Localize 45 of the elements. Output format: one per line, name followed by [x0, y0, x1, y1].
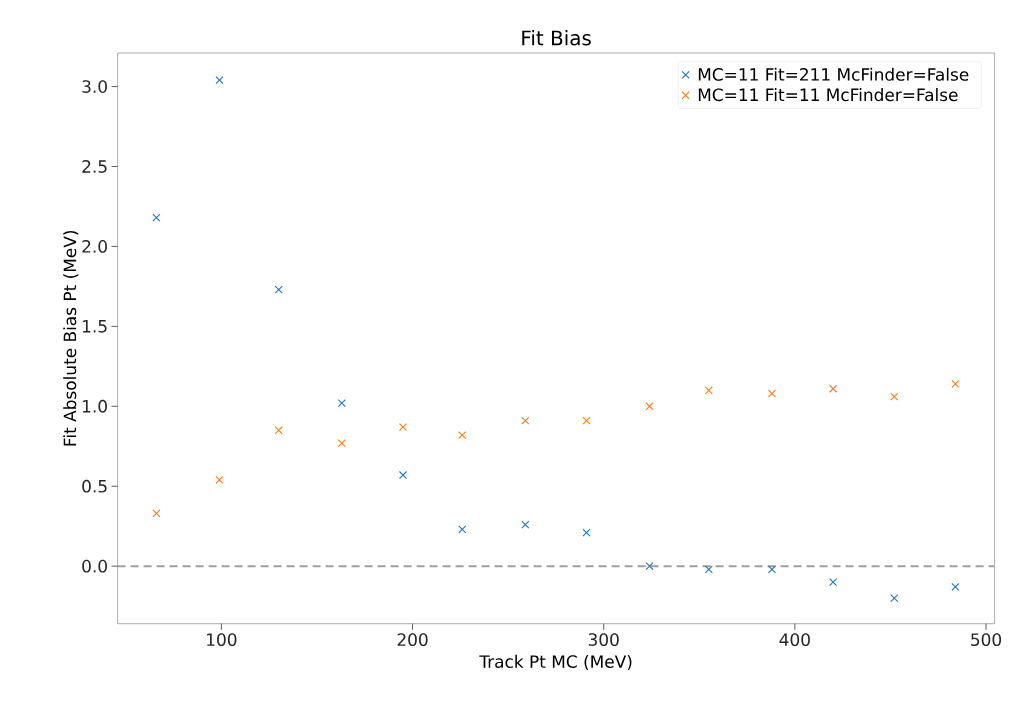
- point: [337, 399, 346, 408]
- x-tick-label: 100: [207, 633, 237, 647]
- point: [582, 528, 591, 537]
- x-tick-label: 500: [971, 633, 1002, 647]
- point: [215, 475, 224, 484]
- y-tick-label: 2.0: [82, 240, 107, 253]
- point: [521, 520, 530, 529]
- y-tick-label: 0.5: [82, 479, 107, 493]
- point: [704, 386, 713, 395]
- point: [645, 562, 654, 571]
- point: [398, 422, 408, 432]
- point: [829, 578, 838, 587]
- point: [951, 379, 960, 388]
- y-tick-label: 0.0: [82, 559, 107, 573]
- x-axis-title: Track Pt MC (MeV): [479, 654, 632, 670]
- point: [274, 285, 283, 294]
- point: [337, 438, 346, 448]
- y-tick-label: 2.5: [82, 160, 107, 173]
- point: [458, 430, 467, 440]
- x-tick-label: 300: [588, 633, 619, 647]
- point: [521, 416, 530, 425]
- y-tick-label: 1.0: [83, 399, 107, 413]
- point: [829, 384, 838, 393]
- point: [645, 402, 654, 411]
- point: [890, 594, 899, 603]
- x-tick-label: 400: [779, 633, 810, 647]
- x-tick-label: 200: [397, 633, 428, 647]
- y-tick-label: 1.5: [83, 320, 107, 333]
- point: [274, 426, 283, 435]
- point: [767, 389, 776, 398]
- point: [767, 565, 776, 574]
- point: [152, 213, 161, 222]
- point: [951, 582, 960, 592]
- point: [582, 416, 591, 425]
- legend-label: MC=11 Fit=11 McFinder=False: [698, 88, 958, 102]
- point: [458, 525, 467, 534]
- y-axis-title: Fit Absolute Bias Pt (MeV): [63, 230, 79, 446]
- point: [152, 509, 161, 518]
- legend-label: MC=11 Fit=211 McFinder=False: [698, 67, 969, 81]
- point: [215, 76, 224, 85]
- point: [890, 392, 899, 401]
- point: [398, 470, 408, 480]
- y-tick-label: 3.0: [82, 80, 107, 93]
- point: [704, 565, 713, 574]
- chart-title: Fit Bias: [522, 30, 591, 46]
